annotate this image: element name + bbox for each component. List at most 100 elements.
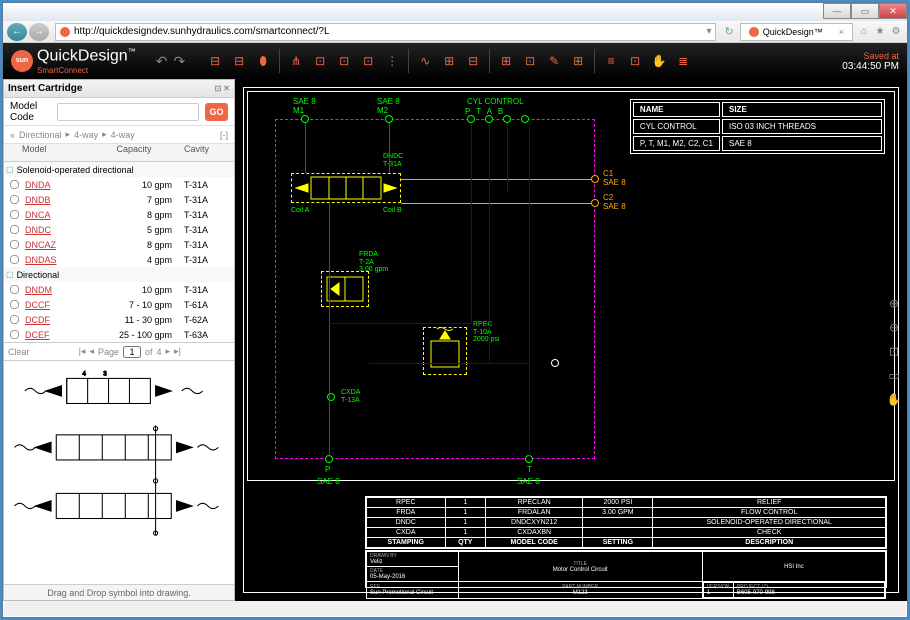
model-row[interactable]: DNDC5 gpmT-31A [4,222,234,237]
undo-icon[interactable]: ↶ [156,53,168,70]
zoom-in-icon[interactable]: ⊕ [885,294,903,312]
toolbar-tool-8[interactable]: ∿ [415,51,435,71]
toolbar-tool-15[interactable]: ≡ [601,51,621,71]
model-row[interactable]: DCEF25 - 100 gpmT-63A [4,327,234,342]
toolbar-tool-3[interactable]: ⋔ [286,51,306,71]
model-radio[interactable] [10,255,19,264]
browser-tab[interactable]: QuickDesign™ × [740,23,853,41]
go-button[interactable]: GO [205,103,228,121]
bom-header-cell: DESCRIPTION [653,538,886,548]
crumb-2[interactable]: 4-way [74,130,98,140]
toolbar-tool-16[interactable]: ⊡ [625,51,645,71]
pan-icon[interactable]: ▭ [885,366,903,384]
wire [329,323,471,324]
drawing-canvas[interactable]: NAMESIZE CYL CONTROLISO 03 INCH THREADS … [235,79,907,601]
toolbar-tool-7[interactable]: ⋮ [382,51,402,71]
page-prev-icon[interactable]: ◂ [89,346,94,357]
url-field[interactable]: http://quickdesigndev.sunhydraulics.com/… [55,23,716,41]
model-name[interactable]: DCDF [25,315,81,325]
toolbar-tool-9[interactable]: ⊞ [439,51,459,71]
model-name[interactable]: DNDA [25,180,81,190]
toolbar-tool-18[interactable]: ≣ [673,51,693,71]
model-code-input[interactable] [57,103,199,121]
forward-button[interactable]: → [29,23,49,41]
minimize-button[interactable]: — [823,3,851,19]
model-name[interactable]: DNCAZ [25,240,81,250]
spec-r1a: CYL CONTROL [633,119,720,134]
col-model[interactable]: Model [4,144,84,161]
model-row[interactable]: DCDF11 - 30 gpmT-62A [4,312,234,327]
model-radio[interactable] [10,195,19,204]
settings-icon[interactable]: ⚙ [889,25,903,39]
model-radio[interactable] [10,330,19,339]
site-icon [60,27,70,37]
model-row[interactable]: DNDB7 gpmT-31A [4,192,234,207]
home-icon[interactable]: ⌂ [857,25,871,39]
toolbar-tool-4[interactable]: ⊡ [310,51,330,71]
close-button[interactable]: ✕ [879,3,907,19]
port-c2 [591,199,599,207]
model-row[interactable]: DNDA10 gpmT-31A [4,177,234,192]
model-name[interactable]: DNDM [25,285,81,295]
toolbar-tool-0[interactable]: ⊟ [205,51,225,71]
page-first-icon[interactable]: |◂ [79,346,86,357]
zoom-fit-icon[interactable]: ⊡ [885,342,903,360]
page-next-icon[interactable]: ▸ [166,346,171,357]
toolbar-tool-13[interactable]: ✎ [544,51,564,71]
model-radio[interactable] [10,180,19,189]
toolbar-tool-12[interactable]: ⊡ [520,51,540,71]
page-input[interactable] [123,346,141,358]
model-radio[interactable] [10,240,19,249]
toolbar-tool-1[interactable]: ⊟ [229,51,249,71]
model-row[interactable]: DNCA8 gpmT-31A [4,207,234,222]
canvas[interactable]: NAMESIZE CYL CONTROLISO 03 INCH THREADS … [235,79,907,601]
page-last-icon[interactable]: ▸| [174,346,181,357]
bom-cell: 1 [445,528,485,538]
model-cavity: T-31A [184,210,234,220]
breadcrumb[interactable]: «Directional▸ 4-way▸ 4-way [-] [4,126,234,144]
crumb-3[interactable]: 4-way [111,130,135,140]
model-name[interactable]: DCEF [25,330,81,340]
model-row[interactable]: DCCF7 - 10 gpmT-61A [4,297,234,312]
col-capacity[interactable]: Capacity [84,144,184,161]
hand-icon[interactable]: ✋ [885,390,903,408]
model-name[interactable]: DCCF [25,300,81,310]
panel-close-icon[interactable]: ✕ [223,84,230,93]
maximize-button[interactable]: ▭ [851,3,879,19]
model-radio[interactable] [10,300,19,309]
model-radio[interactable] [10,225,19,234]
pin-icon[interactable]: ⊡ [215,84,222,93]
model-name[interactable]: DNCA [25,210,81,220]
model-radio[interactable] [10,315,19,324]
favorites-icon[interactable]: ★ [873,25,887,39]
refresh-icon[interactable]: ↻ [724,25,733,38]
clear-link[interactable]: Clear [8,347,30,357]
model-name[interactable]: DNDC [25,225,81,235]
group-solenoid[interactable]: Solenoid-operated directional [4,162,234,177]
model-radio[interactable] [10,210,19,219]
toolbar-tool-17[interactable]: ✋ [649,51,669,71]
model-radio[interactable] [10,285,19,294]
model-name[interactable]: DNDAS [25,255,81,265]
redo-icon[interactable]: ↷ [173,53,185,70]
toolbar-tool-11[interactable]: ⊞ [496,51,516,71]
model-row[interactable]: DNCAZ8 gpmT-31A [4,237,234,252]
tb-part: M123 [573,590,588,596]
toolbar-tool-5[interactable]: ⊡ [334,51,354,71]
toolbar-tool-6[interactable]: ⊡ [358,51,378,71]
model-name[interactable]: DNDB [25,195,81,205]
page-total: 4 [157,347,162,357]
toolbar-tool-10[interactable]: ⊟ [463,51,483,71]
col-cavity[interactable]: Cavity [184,144,234,161]
tab-close-icon[interactable]: × [839,27,844,37]
bom-cell: FRDALAN [485,508,582,518]
back-button[interactable]: ← [7,23,27,41]
group-directional[interactable]: Directional [4,267,234,282]
model-row[interactable]: DNDAS4 gpmT-31A [4,252,234,267]
toolbar-tool-2[interactable]: ⬮ [253,51,273,71]
zoom-out-icon[interactable]: ⊖ [885,318,903,336]
symbol-diagrams[interactable]: 43 [4,361,234,584]
model-row[interactable]: DNDM10 gpmT-31A [4,282,234,297]
toolbar-tool-14[interactable]: ⊞ [568,51,588,71]
crumb-1[interactable]: Directional [19,130,62,140]
